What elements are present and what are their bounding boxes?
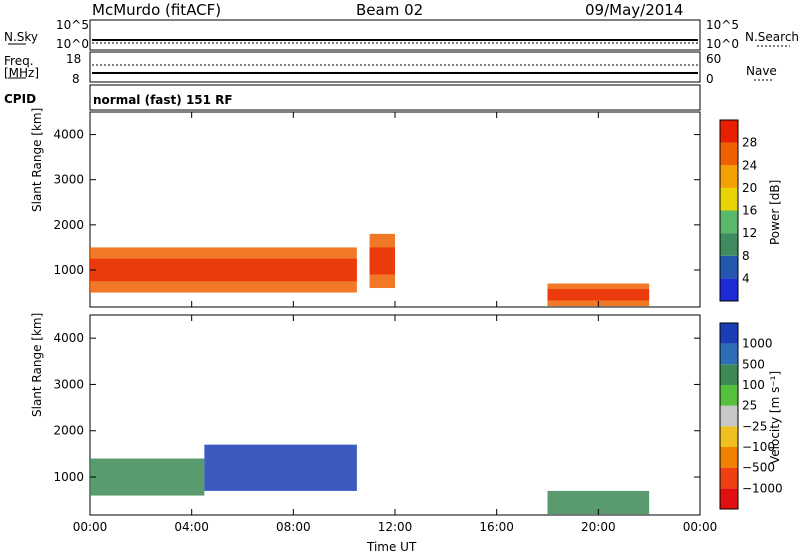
colorbar-tick-label: −500 — [742, 461, 775, 475]
data-region-core — [369, 247, 395, 275]
y-tick-label: 4000 — [53, 331, 84, 345]
y-tick-label: 4000 — [53, 128, 84, 142]
freq-label-1: Freq. — [4, 54, 34, 68]
nave-tick-top: 60 — [706, 52, 722, 66]
y-tick-label: 1000 — [53, 470, 84, 484]
colorbar-tick-label: 12 — [742, 226, 757, 240]
colorbar-swatch — [720, 142, 738, 166]
x-tick-label: 12:00 — [378, 520, 413, 534]
y-tick-label: 2000 — [53, 424, 84, 438]
nsearch-label: N.Search — [745, 30, 800, 44]
colorbar-swatch — [720, 278, 738, 301]
colorbar-tick-label: 20 — [742, 181, 757, 195]
x-tick-label: 20:00 — [581, 520, 616, 534]
beam-title: Beam 02 — [356, 1, 424, 19]
colorbar-tick-label: −25 — [742, 419, 767, 433]
colorbar-tick-label: 4 — [742, 271, 750, 285]
y-tick-label: 3000 — [53, 377, 84, 391]
y-tick-label: 1000 — [53, 263, 84, 277]
x-axis-label: Time UT — [367, 540, 417, 554]
colorbar-swatch — [720, 165, 738, 188]
x-tick-label: 00:00 — [73, 520, 108, 534]
cpid-panel — [89, 84, 701, 111]
colorbar-tick-label: −1000 — [742, 481, 783, 495]
colorbar-swatch — [720, 343, 738, 365]
cpid-text: normal (fast) 151 RF — [93, 93, 233, 107]
x-tick-label: 16:00 — [479, 520, 514, 534]
y-tick-label: 2000 — [53, 218, 84, 232]
colorbar-tick-label: 25 — [742, 399, 757, 413]
colorbar-swatch — [720, 323, 738, 344]
colorbar-swatch — [720, 385, 738, 406]
nsky-label: N.Sky — [4, 30, 39, 44]
colorbar-swatch — [720, 447, 738, 468]
freq-label-2: [MHz] — [4, 66, 40, 80]
station-title: McMurdo (fitACF) — [92, 1, 222, 19]
nsearch-tick-top: 10^5 — [706, 18, 739, 32]
nsky-tick-bottom: 10^0 — [56, 37, 89, 51]
nave-label: Nave — [746, 64, 777, 78]
colorbar-tick-label: 500 — [742, 357, 765, 371]
colorbar-tick-label: 16 — [742, 204, 757, 218]
data-region — [90, 458, 205, 496]
colorbar-swatch — [720, 467, 738, 489]
y-tick-label: 3000 — [53, 173, 84, 187]
freq-tick-bottom: 8 — [72, 72, 80, 86]
nsky-panel — [89, 19, 701, 51]
colorbar-tick-label: 1000 — [742, 337, 773, 351]
colorbar-frame — [719, 119, 739, 302]
x-tick-label: 00:00 — [683, 520, 718, 534]
nsky-tick-top: 10^5 — [56, 18, 89, 32]
freq-tick-top: 18 — [66, 52, 82, 66]
colorbar-swatch — [720, 120, 738, 143]
colorbar-swatch — [720, 255, 738, 279]
freq-panel — [89, 51, 701, 83]
date-title: 09/May/2014 — [585, 1, 684, 19]
colorbar-swatch — [720, 233, 738, 256]
data-region-core — [547, 289, 650, 301]
colorbar-swatch — [720, 426, 738, 447]
colorbar-swatch — [720, 210, 738, 234]
cpid-label: CPID — [4, 92, 37, 106]
colorbar-swatch — [720, 405, 738, 427]
nsearch-tick-bottom: 10^0 — [706, 37, 739, 51]
data-region — [547, 490, 650, 515]
colorbar-tick-label: 24 — [742, 158, 757, 172]
colorbar-tick-label: −100 — [742, 440, 775, 454]
colorbar-tick-label: 8 — [742, 249, 750, 263]
data-region-core — [90, 258, 357, 282]
colorbar-swatch — [720, 187, 738, 211]
colorbar-frame — [719, 322, 739, 510]
data-region — [204, 444, 357, 491]
colorbar-swatch — [720, 488, 738, 509]
colorbar-swatch — [720, 364, 738, 385]
x-tick-label: 08:00 — [276, 520, 311, 534]
colorbar-tick-label: 100 — [742, 378, 765, 392]
colorbar-tick-label: 28 — [742, 136, 757, 150]
x-tick-label: 04:00 — [174, 520, 209, 534]
nave-tick-bottom: 0 — [706, 72, 714, 86]
